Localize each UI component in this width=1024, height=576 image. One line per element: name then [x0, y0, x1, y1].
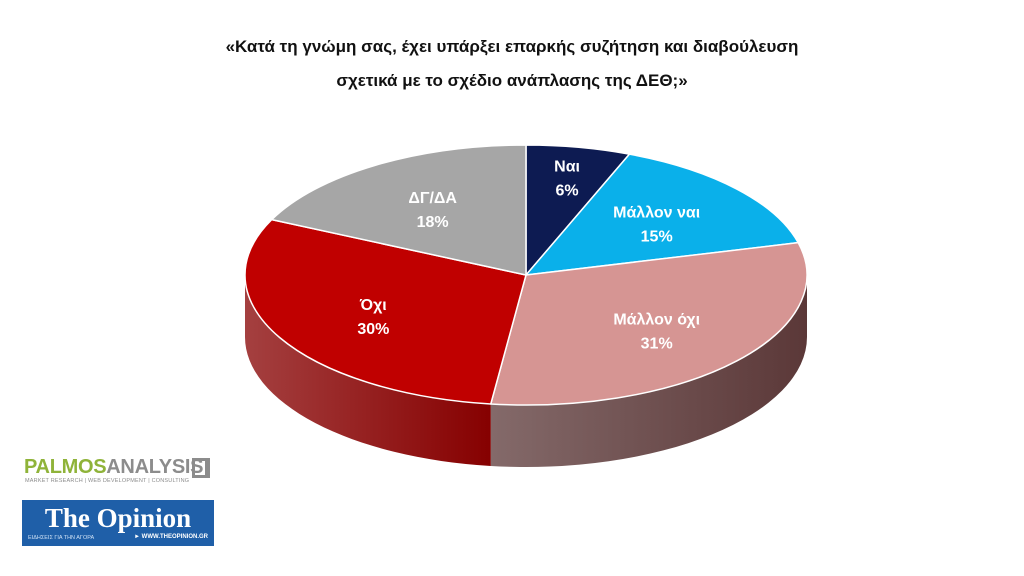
palmos-logo-part-1: PALMOS	[24, 456, 107, 478]
palmos-logo-part-2: ANALYSIS	[106, 456, 204, 478]
slice-value-label-4: 18%	[417, 214, 449, 231]
slice-value-label-0: 6%	[556, 182, 579, 199]
palmos-logo-wordmark: PALMOSANALYSIS	[24, 456, 203, 478]
pie-slice-1	[525, 153, 799, 276]
slice-value-label-2: 31%	[641, 335, 673, 352]
palmos-analysis-logo: PALMOSANALYSIS MARKET RESEARCH | WEB DEV…	[24, 456, 214, 488]
slice-label-1: Μάλλον ναι	[613, 205, 700, 222]
the-opinion-logo-wordmark: The Opinion	[44, 503, 192, 533]
palmos-logo-tagline: MARKET RESEARCH | WEB DEVELOPMENT | CONS…	[25, 478, 190, 484]
the-opinion-logo-url: ► WWW.THEOPINION.GR	[134, 534, 208, 540]
slice-label-4: ΔΓ/ΔΑ	[408, 190, 457, 207]
slice-value-label-3: 30%	[357, 321, 389, 338]
the-opinion-logo-subtitle: ΕΙΔΗΣΕΙΣ ΓΙΑ ΤΗΝ ΑΓΟΡΑ	[28, 535, 95, 541]
pie-side-2	[490, 275, 807, 467]
palmos-logo-mark-icon	[192, 458, 210, 478]
slice-label-2: Μάλλον όχι	[613, 311, 700, 328]
slice-value-label-1: 15%	[641, 229, 673, 246]
chart-title: «Κατά τη γνώμη σας, έχει υπάρξει επαρκής…	[0, 30, 1024, 98]
the-opinion-logo: The Opinion ΕΙΔΗΣΕΙΣ ΓΙΑ ΤΗΝ ΑΓΟΡΑ ► WWW…	[22, 500, 214, 546]
pie-slice-3	[244, 218, 527, 405]
chart-title-line-2: σχετικά με το σχέδιο ανάπλασης της ΔΕΘ;»	[336, 71, 688, 90]
pie-slice-2	[490, 241, 808, 406]
pie-slice-4	[270, 144, 527, 276]
chart-title-line-1: «Κατά τη γνώμη σας, έχει υπάρξει επαρκής…	[225, 37, 799, 56]
slice-label-0: Ναι	[554, 158, 580, 175]
slice-label-3: Όχι	[359, 297, 387, 314]
pie-side-3	[245, 275, 491, 466]
